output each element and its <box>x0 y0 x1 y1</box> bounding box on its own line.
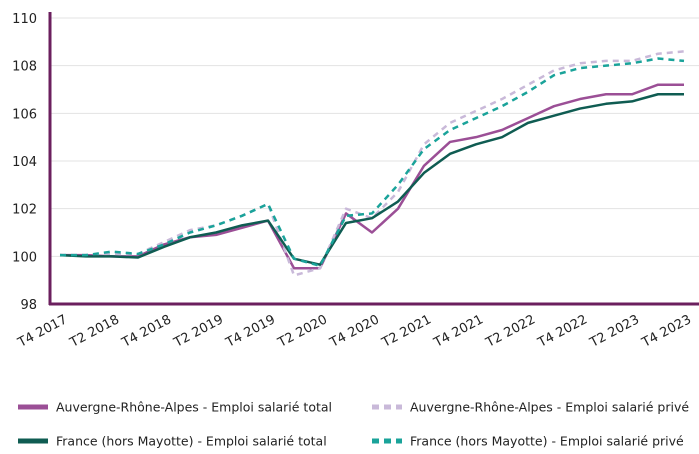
y-tick-label: 110 <box>12 12 37 27</box>
legend-label: France (hors Mayotte) - Emploi salarié t… <box>56 434 327 449</box>
y-tick-label: 108 <box>12 60 37 75</box>
legend-label: Auvergne-Rhône-Alpes - Emploi salarié to… <box>56 400 332 415</box>
x-tick-label: T2 2023 <box>587 312 642 351</box>
legend-label: France (hors Mayotte) - Emploi salarié p… <box>410 434 684 449</box>
y-tick-label: 102 <box>12 203 37 218</box>
x-tick-label: T2 2019 <box>171 312 226 351</box>
series-line <box>59 93 684 266</box>
x-tick-label: T2 2018 <box>67 312 122 351</box>
y-tick-label: 106 <box>12 107 37 122</box>
x-tick-label: T4 2021 <box>431 312 486 351</box>
y-tick-label: 104 <box>12 155 37 170</box>
x-tick-label: T4 2018 <box>119 312 174 351</box>
x-tick-label: T4 2020 <box>327 312 382 351</box>
x-tick-label: T2 2020 <box>275 312 330 351</box>
legend-label: Auvergne-Rhône-Alpes - Emploi salarié pr… <box>410 400 689 415</box>
x-tick-label: T2 2022 <box>483 312 538 351</box>
series-line <box>60 50 685 277</box>
x-tick-label: T2 2021 <box>379 312 434 351</box>
y-tick-label: 98 <box>20 298 37 313</box>
y-tick-label: 100 <box>12 250 37 265</box>
series-line <box>60 57 685 268</box>
x-tick-label: T4 2022 <box>535 312 590 351</box>
x-tick-label: T4 2019 <box>223 312 278 351</box>
series-line <box>60 83 684 270</box>
x-tick-label: T4 2017 <box>15 312 70 351</box>
x-tick-label: T4 2023 <box>639 312 694 351</box>
